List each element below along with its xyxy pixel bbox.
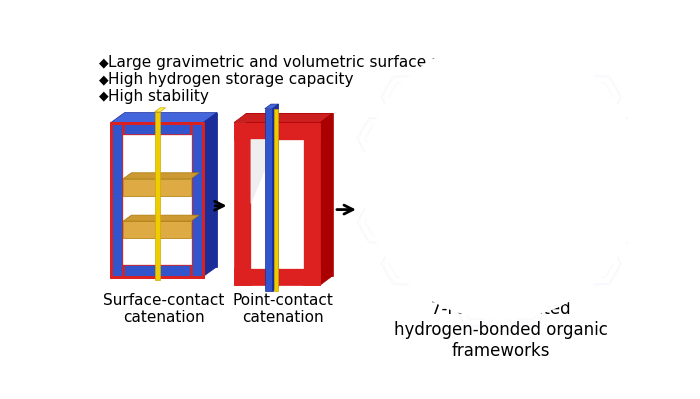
- Polygon shape: [234, 268, 321, 285]
- Text: Point-contact
catenation: Point-contact catenation: [233, 293, 334, 325]
- Polygon shape: [155, 112, 160, 280]
- Polygon shape: [123, 215, 199, 221]
- Circle shape: [369, 48, 634, 313]
- Circle shape: [508, 162, 517, 171]
- Text: High stability: High stability: [108, 89, 209, 104]
- Circle shape: [379, 59, 623, 302]
- Text: Surface-contact
catenation: Surface-contact catenation: [104, 293, 225, 325]
- Polygon shape: [111, 122, 203, 135]
- Polygon shape: [274, 109, 278, 291]
- Circle shape: [496, 157, 506, 166]
- Text: ◆: ◆: [99, 90, 108, 103]
- Circle shape: [363, 42, 640, 319]
- Polygon shape: [123, 135, 191, 264]
- Polygon shape: [125, 113, 217, 267]
- Polygon shape: [234, 122, 251, 285]
- Circle shape: [374, 53, 629, 307]
- Polygon shape: [303, 122, 321, 285]
- Circle shape: [489, 186, 498, 196]
- Polygon shape: [111, 113, 217, 122]
- Circle shape: [491, 170, 506, 185]
- Polygon shape: [234, 113, 332, 122]
- Circle shape: [508, 176, 517, 185]
- Text: Large gravimetric and volumetric surface areas: Large gravimetric and volumetric surface…: [108, 55, 473, 70]
- Polygon shape: [155, 108, 166, 112]
- Text: High hydrogen storage capacity: High hydrogen storage capacity: [108, 72, 354, 87]
- Polygon shape: [123, 173, 199, 179]
- Polygon shape: [111, 122, 123, 277]
- Polygon shape: [321, 113, 332, 285]
- Polygon shape: [251, 140, 277, 203]
- Polygon shape: [265, 109, 272, 291]
- Circle shape: [483, 160, 492, 170]
- Polygon shape: [265, 104, 279, 109]
- Polygon shape: [111, 264, 203, 277]
- Polygon shape: [203, 113, 217, 277]
- Polygon shape: [272, 104, 279, 291]
- Polygon shape: [191, 122, 203, 277]
- Text: ◆: ◆: [99, 56, 108, 69]
- Polygon shape: [251, 140, 303, 268]
- Circle shape: [480, 173, 489, 182]
- Polygon shape: [123, 221, 191, 238]
- Circle shape: [387, 66, 615, 294]
- Polygon shape: [246, 113, 332, 276]
- Text: ◆: ◆: [99, 73, 108, 86]
- Polygon shape: [234, 122, 321, 140]
- Text: 7-Fold catenated
hydrogen-bonded organic
frameworks: 7-Fold catenated hydrogen-bonded organic…: [394, 300, 608, 360]
- Polygon shape: [123, 179, 191, 196]
